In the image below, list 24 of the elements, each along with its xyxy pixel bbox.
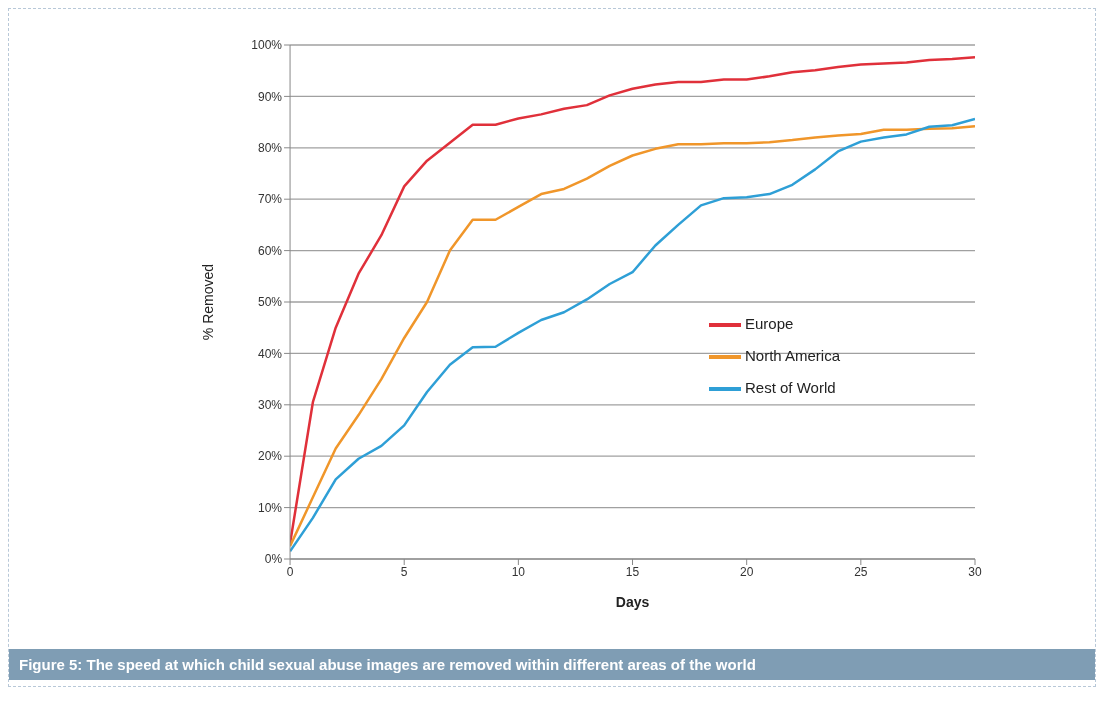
- y-tick-label: 60%: [258, 243, 283, 258]
- legend-label: Rest of World: [745, 379, 836, 397]
- y-tick-label: 70%: [258, 192, 283, 207]
- y-tick-label: 20%: [258, 449, 283, 464]
- text: Figure 5: The speed at which child sexual abuse images are removed within different areas of the world: [9, 649, 1095, 680]
- y-tick-label: 90%: [258, 89, 283, 104]
- y-tick-label: 30%: [258, 398, 283, 413]
- y-tick-label: 0%: [264, 552, 283, 567]
- legend-label: North America: [745, 347, 841, 365]
- y-tick-label: 40%: [258, 346, 283, 361]
- y-tick-label: 10%: [258, 500, 283, 515]
- y-tick-label: 80%: [258, 141, 283, 156]
- y-tick-label: 50%: [258, 295, 283, 310]
- x-tick-label: 20: [740, 564, 754, 579]
- x-tick-label: 10: [511, 564, 526, 579]
- x-tick-label: 30: [968, 564, 982, 579]
- legend-label: Europe: [745, 315, 794, 333]
- x-axis-title: Days: [615, 594, 650, 610]
- x-tick-label: 15: [625, 564, 640, 579]
- x-tick-label: 25: [854, 564, 868, 579]
- y-axis-title: % Removed: [200, 263, 217, 341]
- x-tick-label: 5: [400, 564, 408, 579]
- y-tick-label: 100%: [251, 38, 283, 53]
- x-tick-label: 0: [286, 564, 294, 579]
